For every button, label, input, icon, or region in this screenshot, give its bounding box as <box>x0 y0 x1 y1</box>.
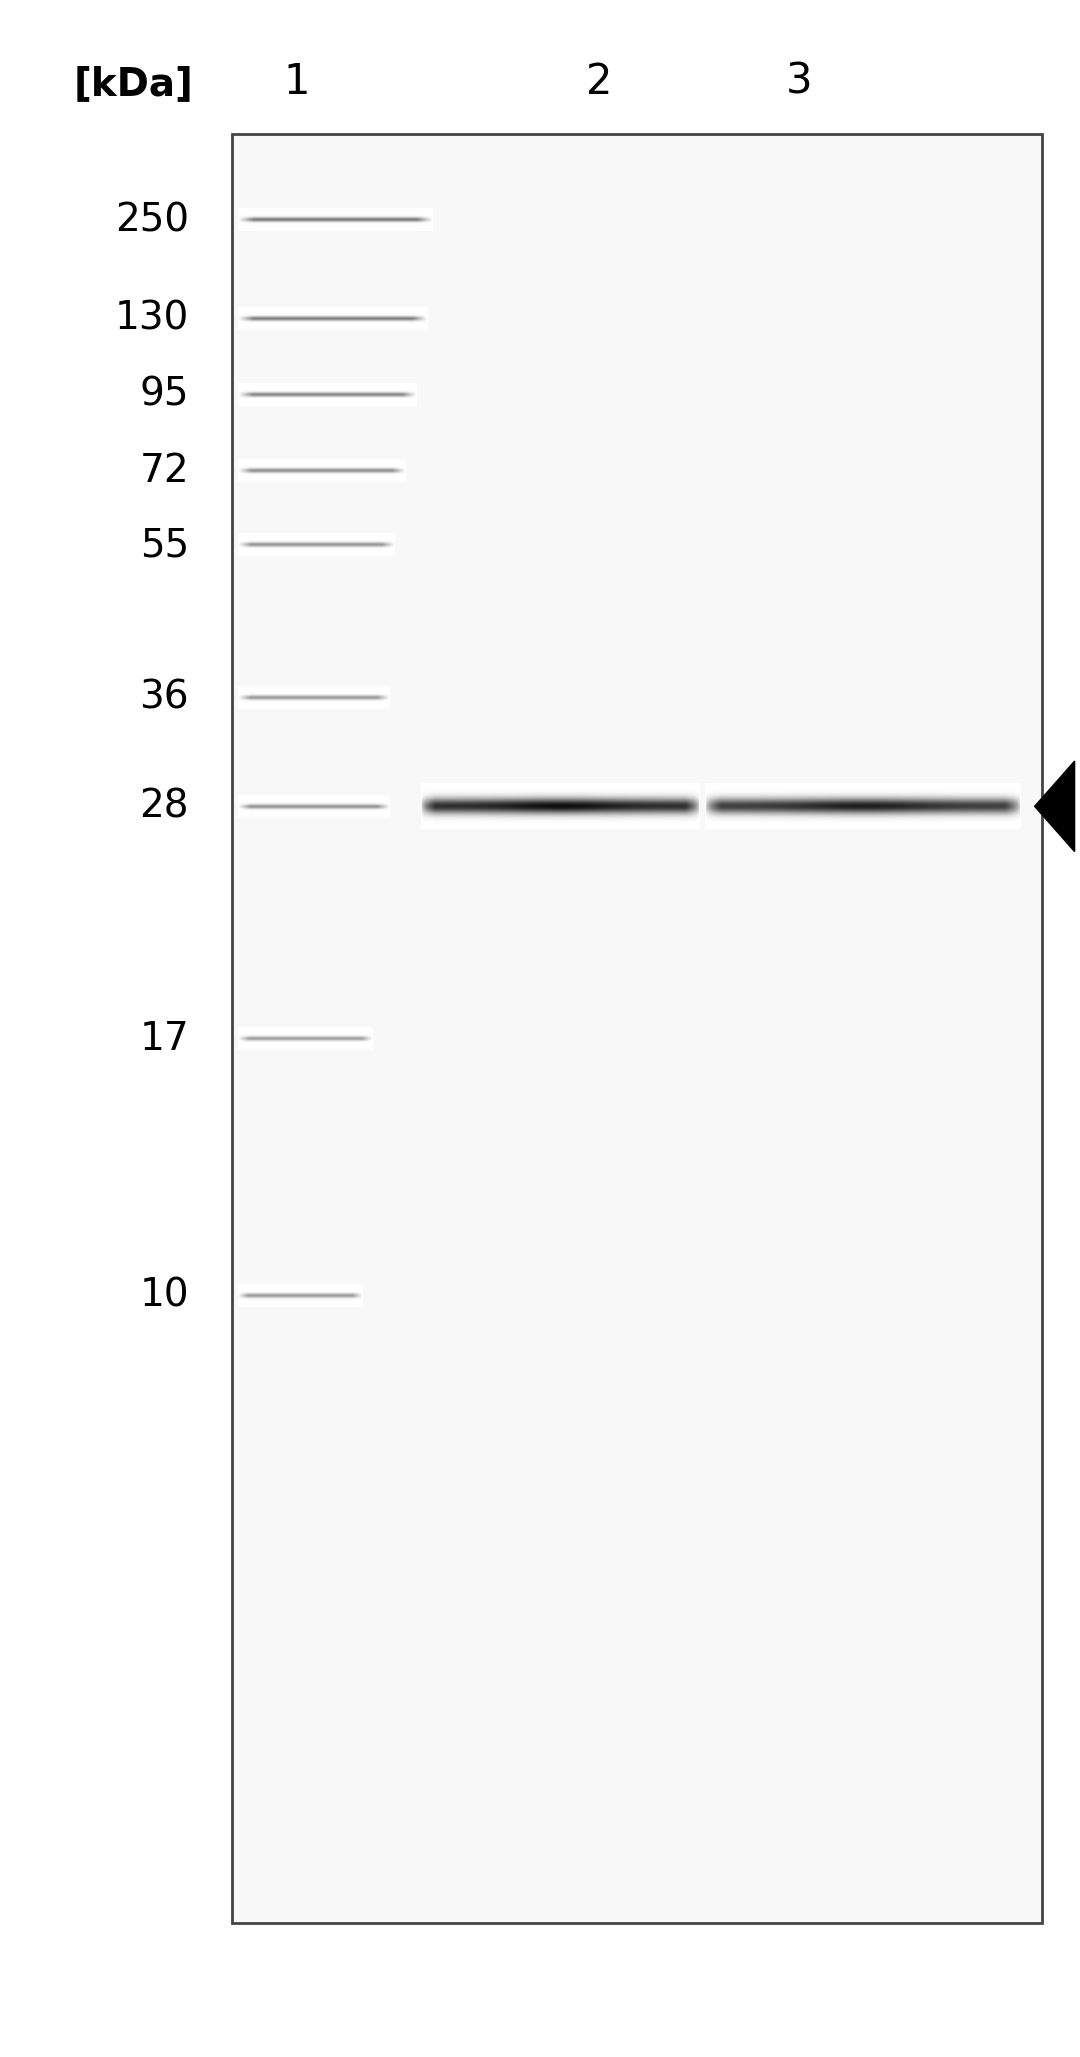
Bar <box>232 134 1042 1923</box>
Text: 10: 10 <box>139 1277 189 1314</box>
Text: 28: 28 <box>139 788 189 825</box>
Text: 95: 95 <box>139 376 189 413</box>
Text: 2: 2 <box>586 62 612 103</box>
Text: 17: 17 <box>139 1020 189 1057</box>
Text: 55: 55 <box>139 527 189 564</box>
Text: 250: 250 <box>114 202 189 239</box>
Text: 36: 36 <box>139 679 189 716</box>
Text: 3: 3 <box>786 62 812 103</box>
Text: [kDa]: [kDa] <box>73 66 193 103</box>
Polygon shape <box>1035 761 1075 852</box>
Text: 72: 72 <box>139 453 189 490</box>
Text: 1: 1 <box>284 62 310 103</box>
Text: 130: 130 <box>114 300 189 337</box>
